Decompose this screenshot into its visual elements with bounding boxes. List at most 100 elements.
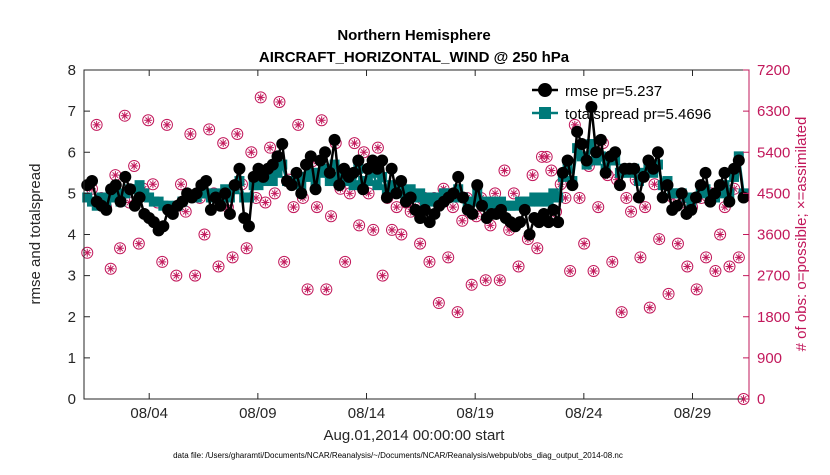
- totalspread-point: [377, 171, 388, 182]
- totalspread-point: [272, 167, 283, 178]
- possible-obs-point: [357, 146, 370, 159]
- rmse-point: [609, 146, 622, 159]
- y-tick-label-left: 0: [68, 391, 76, 408]
- totalspread-point: [296, 180, 307, 191]
- possible-obs-point: [146, 178, 159, 191]
- totalspread-point: [277, 159, 288, 170]
- assimilated-obs-point: [158, 257, 167, 266]
- chart-title: Northern Hemisphere: [337, 27, 490, 44]
- possible-obs-point: [325, 210, 338, 223]
- possible-obs-point: [170, 269, 183, 282]
- possible-obs-point: [681, 260, 694, 273]
- assimilated-obs-point: [106, 264, 115, 273]
- rmse-point: [580, 154, 593, 167]
- assimilated-obs-point: [547, 166, 556, 175]
- assimilated-obs-point: [369, 225, 378, 234]
- y-tick-label-right: 900: [757, 350, 782, 367]
- assimilated-obs-point: [448, 203, 457, 212]
- possible-obs-point: [690, 283, 703, 296]
- rmse-point: [456, 191, 469, 204]
- rmse-point: [233, 162, 246, 175]
- assimilated-obs-point: [580, 239, 589, 248]
- totalspread-point: [415, 188, 426, 199]
- assimilated-obs-point: [673, 239, 682, 248]
- totalspread-point: [324, 176, 335, 187]
- plot-area: [84, 70, 749, 399]
- possible-obs-point: [592, 201, 605, 214]
- rmse-point: [632, 191, 645, 204]
- possible-obs-point: [442, 251, 455, 264]
- possible-obs-point: [578, 237, 591, 250]
- possible-obs-point: [376, 269, 389, 282]
- assimilated-obs-point: [734, 253, 743, 262]
- y-tick-label-left: 7: [68, 103, 76, 120]
- assimilated-obs-point: [200, 230, 209, 239]
- totalspread-point: [472, 188, 483, 199]
- totalspread-point: [367, 167, 378, 178]
- assimilated-obs-point: [355, 221, 364, 230]
- possible-obs-point: [198, 228, 211, 241]
- possible-obs-point: [493, 274, 506, 287]
- assimilated-obs-point: [214, 262, 223, 271]
- totalspread-point: [467, 196, 478, 207]
- possible-obs-point: [226, 251, 239, 264]
- possible-obs-point: [634, 251, 647, 264]
- possible-obs-point: [606, 255, 619, 268]
- assimilated-obs-point: [533, 244, 542, 253]
- possible-obs-point: [175, 178, 188, 191]
- assimilated-obs-point: [134, 239, 143, 248]
- totalspread-point: [267, 176, 278, 187]
- possible-obs-point: [643, 301, 656, 314]
- assimilated-obs-point: [162, 120, 171, 129]
- assimilated-obs-point: [387, 225, 396, 234]
- possible-obs-point: [709, 265, 722, 278]
- rmse-point: [395, 175, 408, 188]
- assimilated-obs-point: [130, 161, 139, 170]
- totalspread-point: [348, 180, 359, 191]
- y-axis-label-left: rmse and totalspread: [27, 164, 44, 305]
- assimilated-obs-point: [397, 230, 406, 239]
- possible-obs-point: [573, 191, 586, 204]
- rmse-point: [333, 179, 346, 192]
- rmse-point: [133, 191, 146, 204]
- assimilated-obs-point: [205, 125, 214, 134]
- assimilated-obs-point: [148, 180, 157, 189]
- assimilated-obs-point: [83, 248, 92, 257]
- possible-obs-point: [545, 164, 558, 177]
- assimilated-obs-point: [702, 253, 711, 262]
- y-tick-label-right: 4500: [757, 185, 790, 202]
- rmse-point: [452, 170, 465, 183]
- assimilated-obs-point: [594, 203, 603, 212]
- rmse-point: [290, 166, 303, 179]
- assimilated-obs-point: [345, 189, 354, 198]
- possible-obs-point: [245, 146, 258, 159]
- possible-obs-point: [203, 123, 216, 136]
- assimilated-obs-point: [542, 152, 551, 161]
- possible-obs-point: [714, 228, 727, 241]
- possible-obs-point: [723, 260, 736, 273]
- assimilated-obs-point: [233, 129, 242, 138]
- assimilated-obs-point: [481, 276, 490, 285]
- assimilated-obs-point: [528, 171, 537, 180]
- rmse-point: [670, 199, 683, 212]
- possible-obs-point: [395, 228, 408, 241]
- possible-obs-point: [114, 242, 127, 255]
- possible-obs-point: [217, 137, 230, 150]
- totalspread-point: [305, 167, 316, 178]
- possible-obs-point: [625, 205, 638, 218]
- y-tick-label-right: 2700: [757, 268, 790, 285]
- rmse-point: [119, 170, 132, 183]
- possible-obs-point: [348, 137, 361, 150]
- assimilated-obs-point: [683, 262, 692, 271]
- totalspread-point: [543, 196, 554, 207]
- assimilated-obs-point: [312, 203, 321, 212]
- rmse-point: [228, 179, 241, 192]
- possible-obs-point: [414, 237, 427, 250]
- x-tick-label: 08/29: [674, 405, 712, 422]
- rmse-point: [647, 162, 660, 175]
- rmse-point: [319, 146, 332, 159]
- y-tick-label-left: 1: [68, 350, 76, 367]
- rmse-point: [114, 195, 127, 208]
- assimilated-obs-point: [444, 253, 453, 262]
- totalspread-point: [586, 139, 597, 150]
